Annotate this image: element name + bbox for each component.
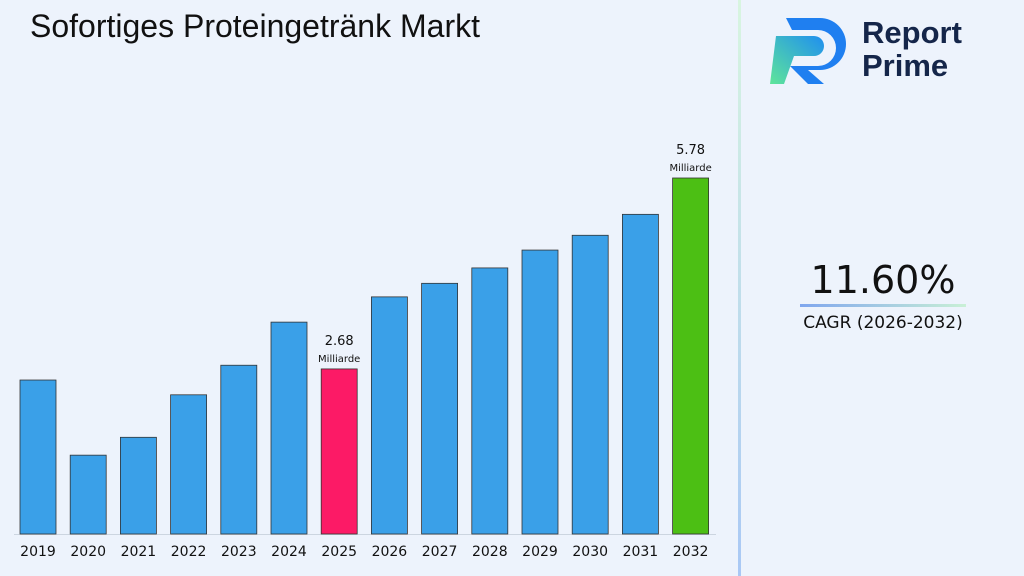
x-tick-label: 2031	[623, 544, 659, 560]
x-tick-label: 2021	[121, 544, 157, 560]
bar-2030	[571, 234, 609, 535]
bar-2029	[521, 249, 559, 535]
cagr-label: CAGR (2026-2032)	[803, 313, 963, 333]
cagr-panel: 11.60% CAGR (2026-2032)	[800, 258, 966, 333]
cagr-value: 11.60%	[810, 258, 956, 302]
data-label-unit: Milliarde	[318, 354, 360, 365]
x-tick-label: 2029	[522, 544, 558, 560]
bar-2023	[220, 364, 258, 535]
bar-2020	[69, 454, 107, 535]
report-prime-logo: Report Prime	[768, 14, 962, 84]
x-tick-label: 2023	[221, 544, 257, 560]
bar-2025	[320, 368, 358, 535]
bar-2019	[19, 379, 57, 535]
x-tick-label: 2030	[572, 544, 608, 560]
x-tick-label: 2022	[171, 544, 207, 560]
bar-2032	[672, 177, 709, 535]
bar-2021	[120, 436, 157, 535]
data-label-unit: Milliarde	[669, 163, 711, 174]
bar-2022	[170, 394, 208, 535]
divider	[738, 0, 741, 576]
data-label-value: 2.68	[325, 334, 354, 349]
bar-2024	[270, 321, 308, 535]
bar-2027	[421, 282, 459, 535]
x-tick-label: 2025	[321, 544, 357, 560]
bar-2026	[370, 296, 408, 535]
x-tick-label: 2019	[20, 544, 56, 560]
x-tick-label: 2027	[422, 544, 458, 560]
x-tick-label: 2026	[372, 544, 408, 560]
chart-title: Sofortiges Proteingetränk Markt	[30, 8, 480, 44]
logo-text-report: Report	[862, 15, 962, 50]
bar-2031	[622, 213, 659, 535]
bar-chart: 2019 2020 2021 2022 2023 2024 2025 2.68 Milliard…	[14, 143, 716, 560]
cagr-underline	[800, 304, 966, 307]
data-label-value: 5.78	[676, 143, 705, 158]
x-tick-label: 2028	[472, 544, 508, 560]
bar-2028	[471, 267, 509, 535]
x-tick-label: 2020	[70, 544, 106, 560]
x-tick-label: 2032	[673, 544, 709, 560]
x-tick-label: 2024	[271, 544, 307, 560]
logo-icon	[770, 18, 846, 84]
logo-text-prime: Prime	[862, 48, 949, 83]
